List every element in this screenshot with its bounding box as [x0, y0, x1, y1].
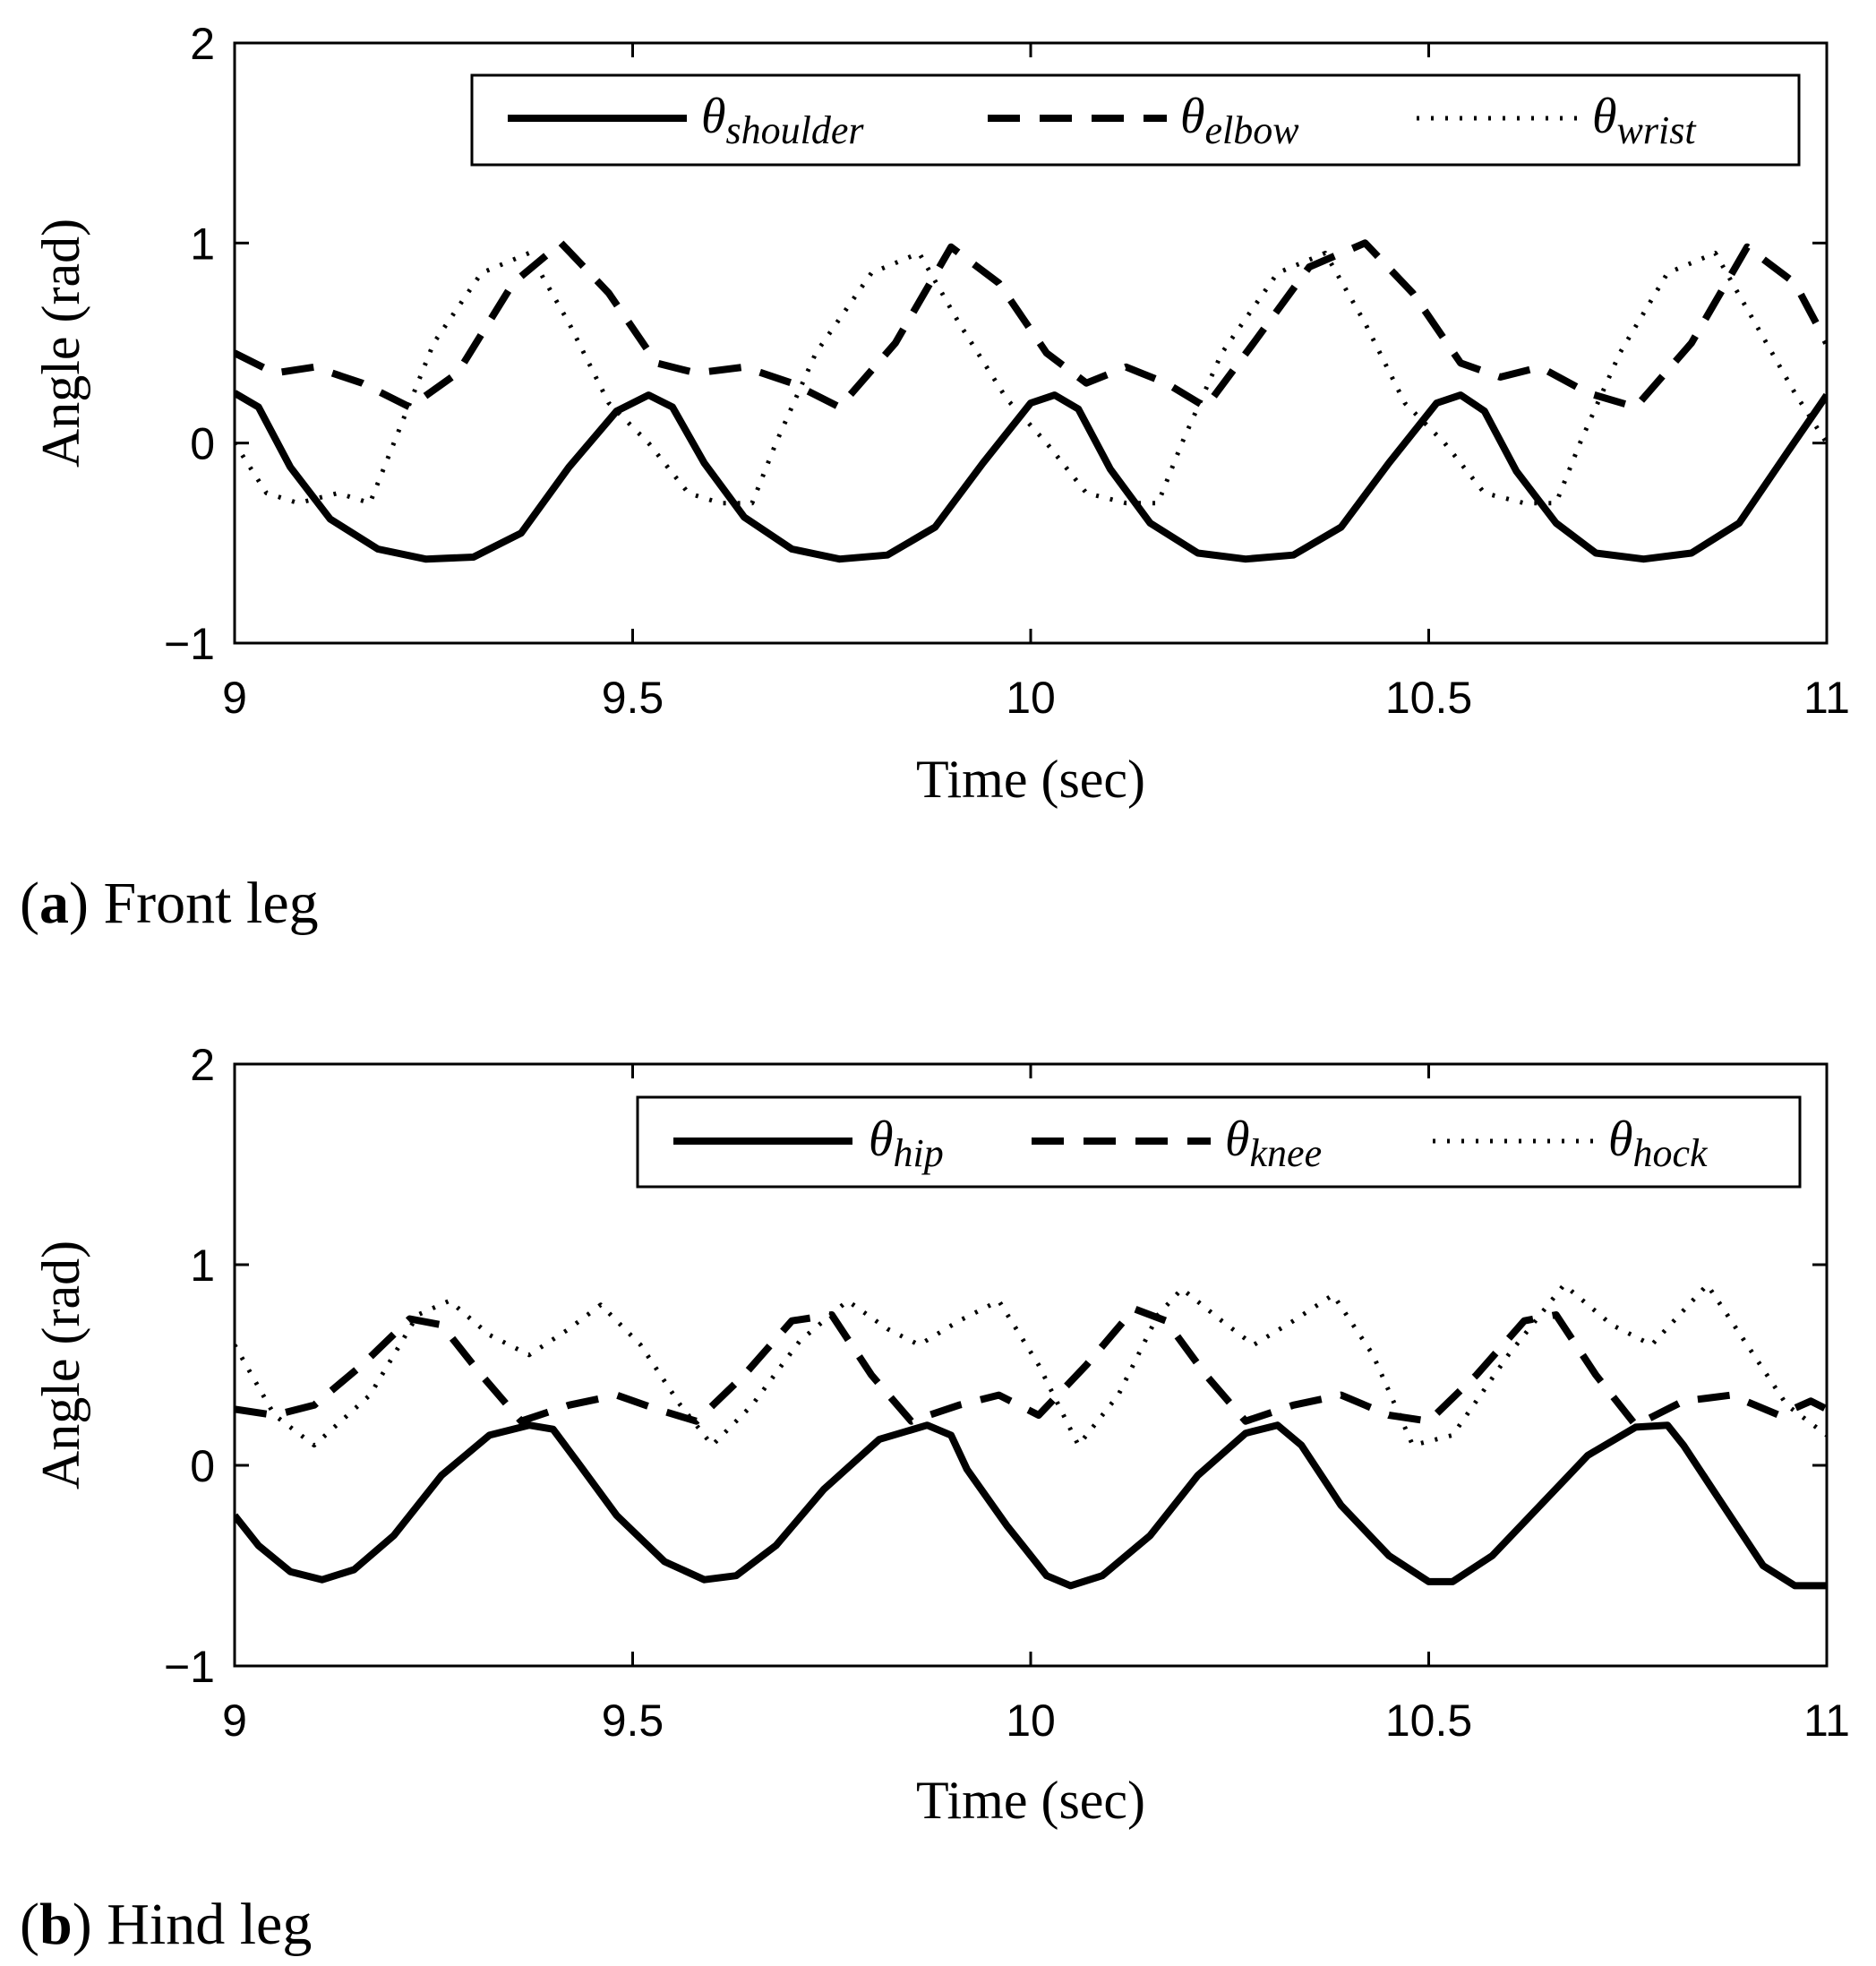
front-leg-legend-box	[470, 73, 1801, 167]
front-leg-y-tick-label: 0	[190, 419, 215, 469]
hind-leg-ticks	[233, 1062, 1829, 1668]
legend-label-wrist: θwrist	[1592, 89, 1697, 152]
hind-leg-series-knee	[235, 1305, 1827, 1429]
hind-leg-x-tick-label: 11	[1803, 1696, 1850, 1746]
hind-leg-y-axis-title: Angle (rad)	[31, 1241, 90, 1490]
hind-leg-y-tick-label: 1	[190, 1241, 215, 1291]
front-leg-x-tick-label: 10.5	[1385, 673, 1472, 723]
front-leg-y-tick-label: 1	[190, 219, 215, 269]
front-leg-y-axis-title: Angle (rad)	[31, 219, 90, 468]
legend-label-hock: θhock	[1608, 1112, 1709, 1175]
hind-leg-series-hip	[235, 1421, 1827, 1590]
legend-label-hip: θhip	[869, 1112, 944, 1175]
hind-leg-y-tick-label: 2	[190, 1040, 215, 1090]
legend-label-elbow: θelbow	[1180, 89, 1299, 152]
panel-hind-leg: 9 9.5 10 10.5 11 −1 0 1 2 Time (sec) Angle (rad)…	[20, 1040, 1850, 1957]
hind-leg-x-tick-label: 10.5	[1385, 1696, 1472, 1746]
legend-label-knee: θknee	[1225, 1112, 1322, 1175]
front-leg-series-shoulder	[235, 390, 1827, 563]
front-leg-ticks	[233, 41, 1829, 645]
front-leg-caption: (a) Front leg	[20, 871, 319, 936]
hind-leg-x-tick-label: 9	[222, 1696, 247, 1746]
front-leg-series-wrist	[235, 251, 1827, 506]
hind-leg-x-tick-label: 10	[1006, 1696, 1056, 1746]
front-leg-series-elbow	[235, 239, 1827, 411]
hind-leg-plot-area	[235, 1282, 1827, 1590]
panel-front-leg: 9 9.5 10 10.5 11 −1 0 1 2 Time (sec) Angle (rad)…	[20, 19, 1850, 936]
legend-label-shoulder: θshoulder	[701, 89, 864, 152]
front-leg-y-tick-label: 2	[190, 19, 215, 69]
front-leg-x-tick-label: 9	[222, 673, 247, 723]
front-leg-x-tick-label: 9.5	[602, 673, 664, 723]
front-leg-x-axis-title: Time (sec)	[916, 750, 1145, 809]
front-leg-tick-labels: 9 9.5 10 10.5 11 −1 0 1 2	[164, 19, 1850, 723]
hind-leg-tick-labels: 9 9.5 10 10.5 11 −1 0 1 2	[164, 1040, 1850, 1746]
front-leg-plot-area	[235, 239, 1827, 563]
hind-leg-y-tick-label: −1	[164, 1642, 215, 1692]
front-leg-x-tick-label: 10	[1006, 673, 1056, 723]
hind-leg-y-tick-label: 0	[190, 1441, 215, 1491]
hind-leg-legend: θhip θknee θhock	[636, 1095, 1802, 1189]
front-leg-legend: θshoulder θelbow θwrist	[470, 73, 1801, 167]
front-leg-x-tick-label: 11	[1803, 673, 1850, 723]
hind-leg-x-axis-title: Time (sec)	[916, 1771, 1145, 1830]
hind-leg-x-tick-label: 9.5	[602, 1696, 664, 1746]
front-leg-y-tick-label: −1	[164, 619, 215, 669]
hind-leg-caption: (b) Hind leg	[20, 1892, 312, 1957]
